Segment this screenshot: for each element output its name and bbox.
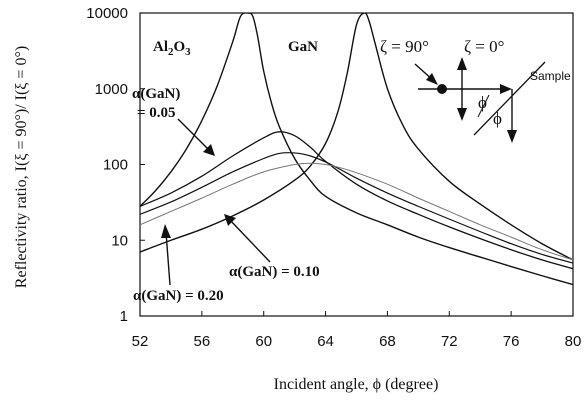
alpha-005-arrow xyxy=(177,118,215,156)
series-line-4 xyxy=(140,162,573,261)
series-line-1 xyxy=(140,13,573,261)
zeta-0-label: ζ = 0° xyxy=(464,37,504,56)
geometry-inset: ζ = 90° ζ = 0° Sample ϕ ϕ xyxy=(380,37,571,143)
x-axis-title: Incident angle, ϕ (degree) xyxy=(274,376,439,393)
alpha-020-label: α(GaN) = 0.20 xyxy=(133,288,224,304)
zeta-90-arrowhead xyxy=(426,73,438,85)
y-tick-label: 10 xyxy=(111,232,128,249)
x-tick-label: 52 xyxy=(132,333,149,350)
alpha-010-arrow xyxy=(224,214,271,263)
alpha-020-arrow xyxy=(161,224,171,286)
y-tick-label: 100 xyxy=(103,157,128,174)
phi-label-2: ϕ xyxy=(493,109,502,128)
x-tick-label: 76 xyxy=(503,333,520,350)
y-tick-label: 1000 xyxy=(95,81,128,98)
sample-surface xyxy=(473,61,546,136)
x-tick-label: 72 xyxy=(441,333,458,350)
alpha-010-label: α(GaN) = 0.10 xyxy=(229,264,320,280)
zeta-0-arrow-down xyxy=(457,108,467,121)
al2o3-label: Al2O3 xyxy=(153,39,191,58)
alpha-005-label-line1: α(GaN) xyxy=(132,86,180,102)
zeta-0-arrow-up xyxy=(457,57,467,70)
gan-label: GaN xyxy=(288,39,318,55)
x-axis-ticks: 52 56 60 64 68 72 76 80 xyxy=(132,311,582,350)
series-line-0 xyxy=(140,13,573,286)
series-layer xyxy=(140,13,573,286)
plot-frame xyxy=(139,12,574,317)
y-axis-title: Reflectivity ratio, I(ξ = 90°)/ I(ξ = 0°… xyxy=(13,46,30,288)
y-tick-label: 10000 xyxy=(86,5,128,22)
alpha-005-label-line2: = 0.05 xyxy=(137,105,176,121)
x-tick-label: 64 xyxy=(317,333,334,350)
x-tick-label: 80 xyxy=(565,333,582,350)
x-tick-label: 60 xyxy=(255,333,272,350)
series-line-3 xyxy=(140,152,573,264)
phi-label-1: ϕ xyxy=(478,93,487,112)
sample-label: Sample xyxy=(530,69,571,83)
y-tick-label: 1 xyxy=(120,308,128,325)
x-tick-label: 56 xyxy=(194,333,211,350)
zeta-90-label: ζ = 90° xyxy=(380,37,429,56)
x-tick-label: 68 xyxy=(379,333,396,350)
y-axis-ticks: 1 10 100 1000 10000 xyxy=(86,5,145,325)
